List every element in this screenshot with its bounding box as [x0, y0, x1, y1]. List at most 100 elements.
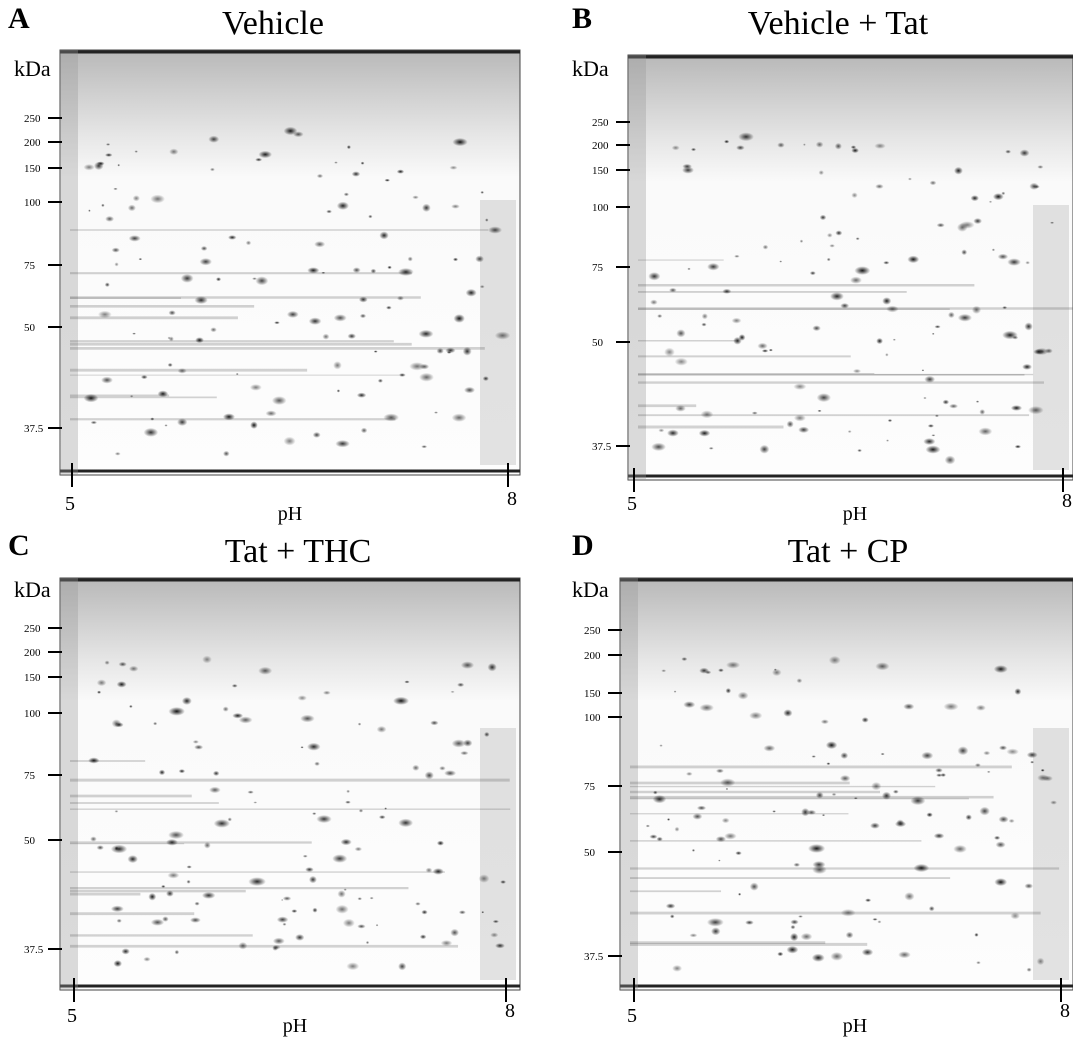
- protein-spot: [861, 948, 874, 956]
- panel: A Vehicle kDa 250 200 150 100 75 50 37.5 5 8 pH: [8, 2, 521, 525]
- protein-spot: [97, 310, 112, 319]
- protein-spot: [307, 742, 321, 751]
- ph-label: 8: [1062, 490, 1072, 512]
- protein-spot: [300, 714, 315, 723]
- y-unit: kDa: [14, 577, 51, 602]
- protein-spot: [793, 862, 801, 867]
- protein-spot: [238, 716, 253, 724]
- protein-spot: [853, 797, 858, 800]
- mw-label: 100: [24, 197, 41, 209]
- protein-spot: [845, 931, 854, 939]
- protein-spot: [282, 922, 287, 926]
- ph-label: 5: [627, 493, 637, 515]
- protein-spot: [333, 314, 347, 322]
- mw-label: 200: [24, 137, 41, 149]
- protein-spot: [1024, 322, 1033, 331]
- protein-spot: [826, 232, 833, 238]
- protein-spot: [829, 244, 835, 248]
- protein-spot: [724, 139, 730, 144]
- protein-spot: [235, 372, 239, 376]
- protein-spot: [343, 888, 347, 891]
- protein-spot: [189, 917, 201, 923]
- protein-spot: [177, 418, 188, 427]
- protein-spot: [997, 253, 1009, 260]
- protein-spot: [201, 891, 216, 899]
- protein-spot: [995, 841, 1006, 848]
- protein-spot: [143, 427, 159, 437]
- protein-spot: [927, 424, 935, 428]
- protein-spot: [993, 665, 1008, 674]
- left-streak: [628, 55, 646, 480]
- protein-spot: [404, 680, 410, 684]
- protein-spot: [815, 141, 824, 148]
- mw-label: 200: [592, 140, 609, 152]
- protein-spot: [166, 890, 174, 897]
- protein-spot: [177, 368, 187, 374]
- protein-spot: [398, 962, 407, 971]
- protein-spot: [360, 427, 368, 434]
- protein-spot: [651, 442, 666, 452]
- protein-spot: [452, 137, 468, 147]
- protein-spot: [398, 267, 414, 276]
- protein-spot: [826, 762, 831, 766]
- ph-label: 5: [67, 1005, 77, 1027]
- mw-label: 37.5: [24, 423, 44, 435]
- protein-spot: [759, 444, 770, 454]
- protein-spot: [692, 813, 703, 820]
- x-label: pH: [278, 503, 302, 525]
- ph-label: 5: [65, 493, 75, 515]
- protein-spot: [763, 744, 776, 752]
- left-streak: [620, 578, 638, 990]
- protein-spot: [786, 420, 794, 428]
- protein-spot: [913, 863, 930, 873]
- right-streak: [480, 728, 516, 980]
- protein-spot: [101, 203, 105, 208]
- protein-spot: [851, 147, 859, 154]
- protein-spot: [696, 805, 707, 811]
- mw-label: 50: [584, 847, 596, 859]
- protein-spot: [921, 751, 934, 760]
- protein-spot: [334, 161, 338, 164]
- protein-spot: [870, 822, 880, 829]
- protein-spot: [419, 372, 434, 382]
- left-streak: [60, 578, 78, 990]
- protein-spot: [255, 157, 263, 162]
- protein-spot: [892, 338, 896, 341]
- protein-spot: [790, 924, 796, 930]
- protein-spot: [358, 809, 364, 813]
- protein-spot: [271, 396, 287, 405]
- protein-spot: [961, 249, 968, 256]
- protein-spot: [825, 741, 838, 750]
- protein-spot: [876, 337, 883, 345]
- protein-spot: [811, 953, 825, 962]
- protein-spot: [1049, 221, 1055, 224]
- mw-label: 200: [584, 650, 601, 662]
- protein-spot: [936, 222, 945, 228]
- protein-spot: [957, 313, 973, 322]
- protein-spot: [337, 890, 346, 898]
- protein-spot: [934, 414, 939, 418]
- protein-spot: [449, 165, 458, 170]
- protein-spot: [757, 342, 768, 350]
- protein-spot: [903, 703, 915, 710]
- protein-spot: [947, 311, 955, 319]
- protein-spot: [835, 230, 843, 236]
- protein-spot: [796, 678, 803, 684]
- protein-spot: [715, 768, 724, 774]
- protein-spot: [110, 905, 124, 913]
- protein-spot: [96, 161, 105, 166]
- protein-spot: [113, 187, 118, 191]
- protein-spot: [231, 684, 238, 688]
- mw-label: 150: [24, 163, 41, 175]
- protein-spot: [335, 904, 349, 914]
- protein-spot: [1028, 406, 1044, 415]
- protein-spot: [300, 746, 304, 749]
- protein-spot: [202, 655, 212, 664]
- protein-spot: [248, 877, 266, 887]
- protein-spot: [777, 142, 785, 148]
- protein-spot: [195, 337, 204, 344]
- protein-spot: [745, 920, 754, 925]
- protein-spot: [104, 153, 113, 157]
- protein-spot: [495, 943, 505, 949]
- x-label: pH: [283, 1015, 307, 1037]
